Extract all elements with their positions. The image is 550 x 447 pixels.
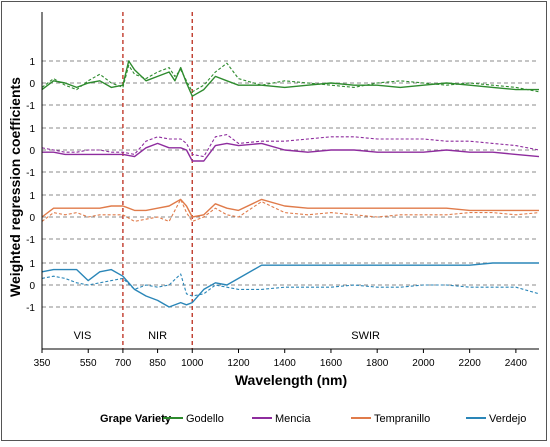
- x-tick-label: 1600: [320, 358, 343, 369]
- x-tick-label: 1000: [181, 358, 204, 369]
- region-label: VIS: [74, 330, 92, 342]
- x-tick-label: 2200: [459, 358, 482, 369]
- legend-label-mencia: Mencia: [275, 413, 311, 425]
- vertical-markers: [122, 12, 193, 349]
- y-tick-label: 1: [29, 57, 35, 68]
- series-layer: [41, 60, 540, 308]
- legend-label-tempranillo: Tempranillo: [374, 413, 430, 425]
- y-tick-label: -1: [26, 101, 35, 112]
- region-label: NIR: [148, 330, 167, 342]
- y-tick-label: 1: [29, 191, 35, 202]
- legend-label-godello: Godello: [186, 413, 224, 425]
- series-line-godello: [41, 60, 539, 97]
- series-line-verdejo: [41, 262, 539, 308]
- y-tick-label: -1: [26, 168, 35, 179]
- x-tick-label: 700: [115, 358, 132, 369]
- x-tick-label: 350: [34, 358, 51, 369]
- y-axis-title: Weighted regression coefficients: [7, 77, 23, 297]
- y-tick-label: 0: [29, 213, 35, 224]
- series-line-dashed-mencia: [41, 134, 540, 158]
- x-tick-label: 850: [149, 358, 166, 369]
- y-tick-label: -1: [26, 303, 35, 314]
- y-tick-label: 0: [29, 146, 35, 157]
- legend-title: Grape Variety: [100, 413, 172, 425]
- x-tick-label: 1200: [227, 358, 250, 369]
- x-tick-label: 2000: [412, 358, 435, 369]
- y-tick-label: 1: [29, 259, 35, 270]
- legend: Grape Variety Godello Mencia Tempranillo Ve…: [100, 413, 526, 425]
- figure-frame: 1 0 -1 1 0 -1 1 0 -1 1 0 -1 350 550 700 850 1000 1200 1400…: [1, 1, 547, 441]
- grid-layer: [42, 60, 539, 308]
- series-line-mencia: [42, 142, 540, 162]
- y-tick-label: 1: [29, 124, 35, 135]
- x-axis-title: Wavelength (nm): [235, 372, 347, 388]
- x-tick-label: 2400: [505, 358, 528, 369]
- y-tick-label: -1: [26, 235, 35, 246]
- x-tick-label: 1800: [366, 358, 389, 369]
- y-tick-label: 0: [29, 79, 35, 90]
- series-line-tempranillo: [41, 198, 539, 218]
- series-line-dashed-godello: [41, 62, 540, 93]
- y-tick-label: 0: [29, 281, 35, 292]
- region-label: SWIR: [351, 330, 380, 342]
- series-line-dashed-verdejo: [41, 273, 540, 297]
- legend-label-verdejo: Verdejo: [489, 413, 526, 425]
- x-tick-label: 550: [80, 358, 97, 369]
- spectral-coefficient-chart: 1 0 -1 1 0 -1 1 0 -1 1 0 -1 350 550 700 850 1000 1200 1400…: [7, 12, 540, 425]
- axis-layer: 1 0 -1 1 0 -1 1 0 -1 1 0 -1 350 550 700 850 1000 1200 1400…: [26, 12, 539, 369]
- x-tick-label: 1400: [274, 358, 297, 369]
